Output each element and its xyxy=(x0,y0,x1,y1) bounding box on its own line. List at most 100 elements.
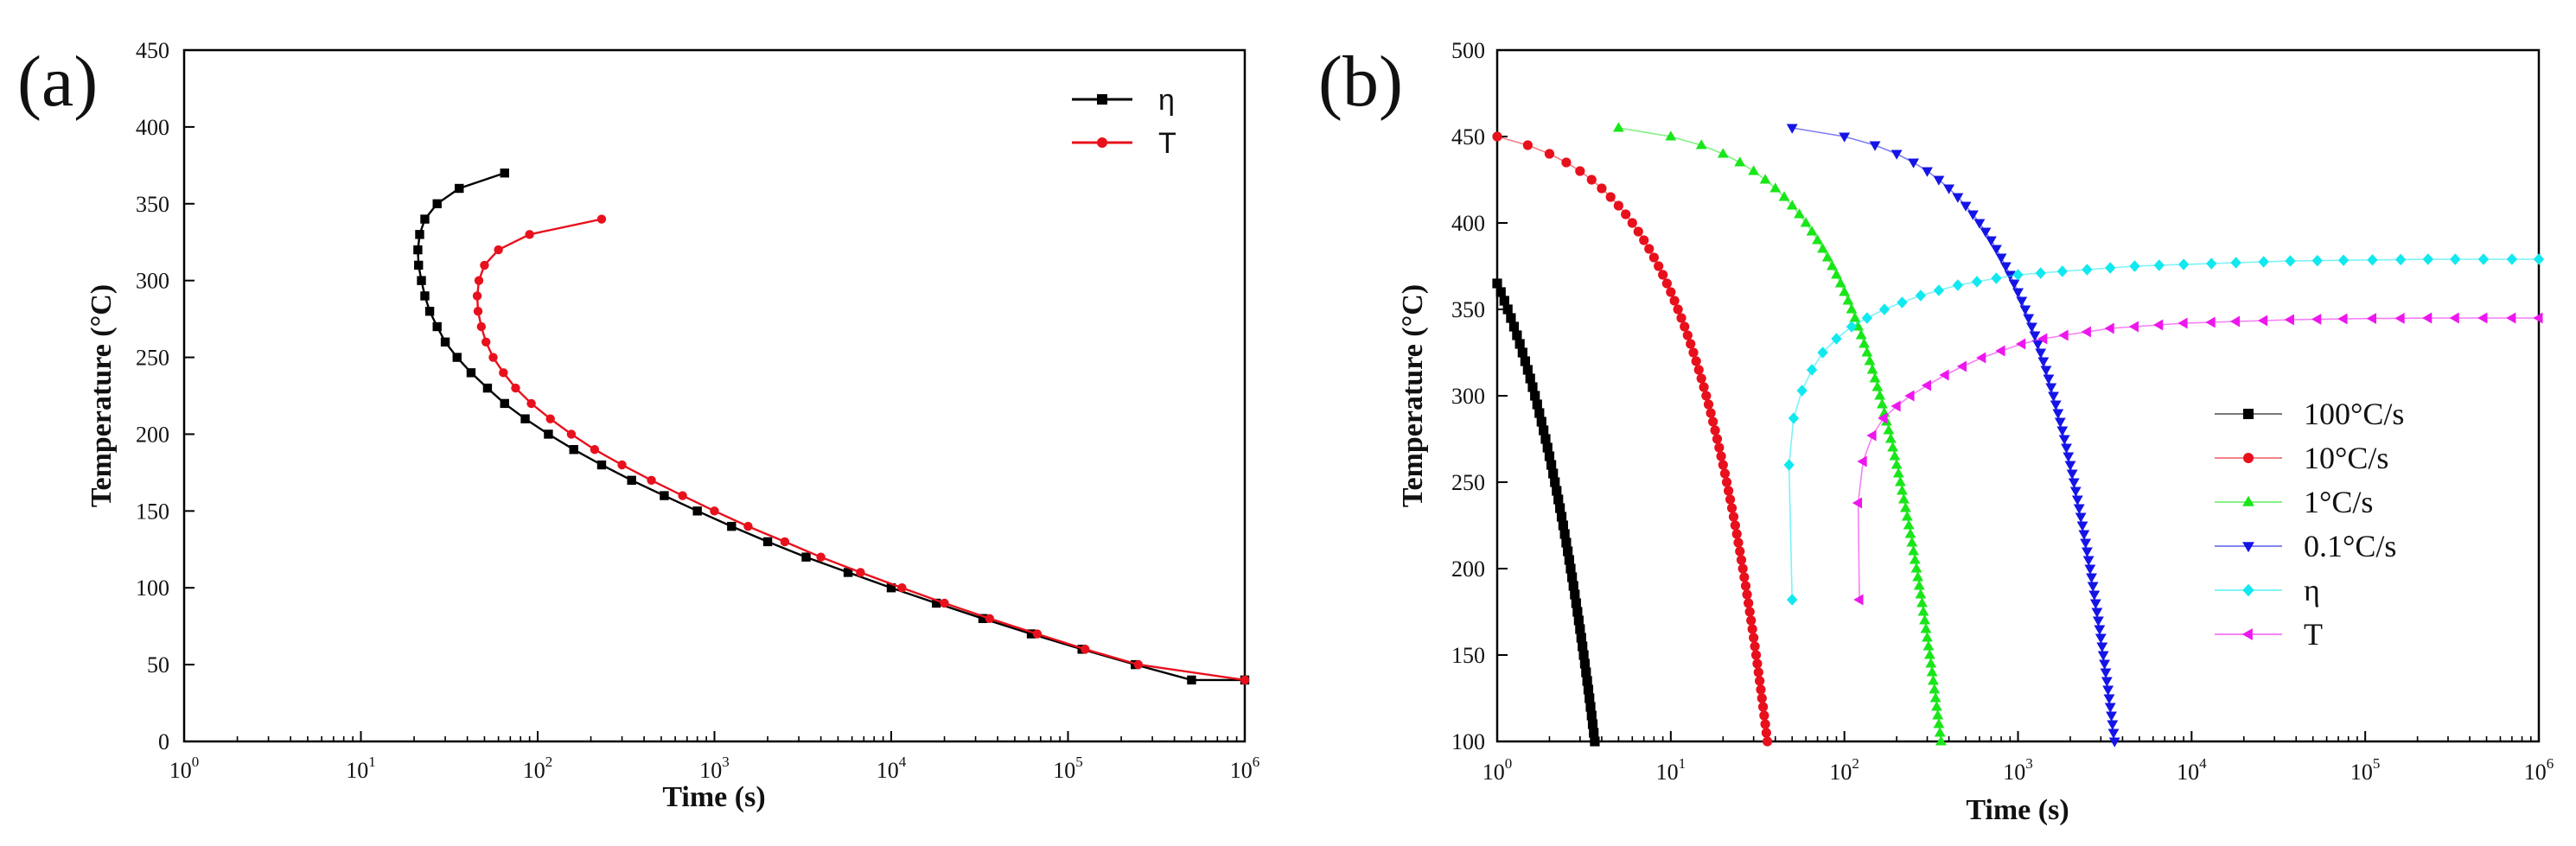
x-tick-label: 106 xyxy=(1230,754,1260,783)
data-point xyxy=(2095,633,2107,644)
legend-marker xyxy=(2242,583,2254,597)
data-point xyxy=(932,598,941,608)
data-point xyxy=(1871,381,1884,391)
data-point xyxy=(1738,563,1748,574)
data-point xyxy=(2337,313,2348,325)
data-point xyxy=(647,475,656,485)
series-line xyxy=(417,172,1245,682)
data-point xyxy=(1718,460,1728,470)
data-point xyxy=(2063,452,2075,462)
legend-item: η xyxy=(1072,84,1175,117)
data-point xyxy=(1572,607,1583,617)
data-point xyxy=(1908,158,1920,169)
data-point xyxy=(1901,511,1913,521)
data-point xyxy=(2043,374,2055,385)
data-point xyxy=(1733,537,1744,548)
data-point xyxy=(1834,277,1846,288)
x-tick-base: 10 xyxy=(1829,760,1852,785)
data-point xyxy=(1899,502,1911,512)
data-point xyxy=(2016,338,2026,350)
legend-label: 100°C/s xyxy=(2304,397,2404,431)
data-point xyxy=(2012,269,2024,281)
data-point xyxy=(1932,709,1944,720)
data-point xyxy=(2091,607,2103,618)
data-point xyxy=(452,353,462,362)
data-point xyxy=(1861,312,1873,324)
series-group-a xyxy=(413,169,1250,685)
data-point xyxy=(1736,555,1747,565)
data-point xyxy=(2056,426,2069,436)
data-point xyxy=(1995,253,2007,264)
data-point xyxy=(2076,521,2088,531)
data-point xyxy=(2177,258,2190,270)
data-point xyxy=(1582,676,1592,686)
y-tick-label: 200 xyxy=(136,422,169,447)
data-point xyxy=(1492,131,1502,142)
data-point xyxy=(1627,218,1637,228)
data-point xyxy=(2449,312,2459,324)
data-point xyxy=(420,291,430,301)
data-point xyxy=(1922,167,1933,177)
data-point xyxy=(474,276,484,285)
data-point xyxy=(2099,659,2111,670)
data-point xyxy=(1665,130,1677,141)
data-point xyxy=(1706,408,1716,418)
data-point xyxy=(1026,629,1036,639)
data-point xyxy=(2089,599,2101,609)
data-point xyxy=(743,521,753,531)
data-point xyxy=(1889,450,1901,461)
x-tick-base: 10 xyxy=(2177,760,2199,785)
data-point xyxy=(473,307,483,316)
data-point xyxy=(1708,417,1718,427)
data-point xyxy=(1710,425,1720,436)
legend-a: ηT xyxy=(1072,84,1176,160)
data-point xyxy=(1960,201,1972,212)
y-tick-label: 350 xyxy=(136,192,169,217)
data-point xyxy=(1542,442,1553,453)
data-point xyxy=(1916,597,1928,607)
data-point xyxy=(1563,546,1573,557)
y-tick-label: 0 xyxy=(158,729,169,754)
data-point xyxy=(1512,330,1522,340)
data-point xyxy=(1682,330,1693,340)
data-point xyxy=(1839,286,1851,296)
data-point xyxy=(545,414,555,423)
data-point xyxy=(1913,580,1925,590)
x-tick-label: 103 xyxy=(2003,755,2033,785)
data-point xyxy=(1748,165,1760,175)
data-point xyxy=(1846,321,1858,333)
data-point xyxy=(2101,677,2113,687)
data-point xyxy=(1555,503,1565,513)
data-point xyxy=(476,321,487,332)
x-tick-label: 101 xyxy=(1656,755,1687,785)
data-point xyxy=(1696,373,1706,384)
data-point xyxy=(2073,504,2085,514)
data-point xyxy=(1928,675,1939,685)
x-tick-label: 102 xyxy=(523,754,553,783)
x-tick-exponent: 1 xyxy=(368,754,376,770)
data-point xyxy=(2206,258,2217,270)
data-point xyxy=(1759,174,1771,184)
data-point xyxy=(1923,649,1935,659)
data-point xyxy=(494,245,503,255)
data-point xyxy=(1522,365,1533,375)
data-point xyxy=(1550,477,1560,487)
data-point xyxy=(1544,149,1555,159)
legend-item: 100°C/s xyxy=(2215,397,2404,431)
data-point xyxy=(1721,477,1732,487)
data-point xyxy=(1921,379,1931,391)
data-point xyxy=(1956,360,1967,372)
legend-label: 0.1°C/s xyxy=(2304,529,2396,563)
data-point xyxy=(1187,675,1196,685)
data-point xyxy=(1536,417,1546,427)
data-point xyxy=(569,445,578,455)
x-tick-base: 10 xyxy=(523,758,545,783)
data-point xyxy=(1915,588,1927,599)
x-tick-label: 106 xyxy=(2524,755,2554,785)
data-point xyxy=(2086,573,2097,583)
data-point xyxy=(596,214,607,224)
data-point xyxy=(1691,356,1701,366)
data-point xyxy=(2284,314,2294,326)
axis-ticks-b: 100 101 102 103 104 105 1061001502002503003504… xyxy=(1451,38,2554,785)
data-point xyxy=(1584,693,1595,703)
